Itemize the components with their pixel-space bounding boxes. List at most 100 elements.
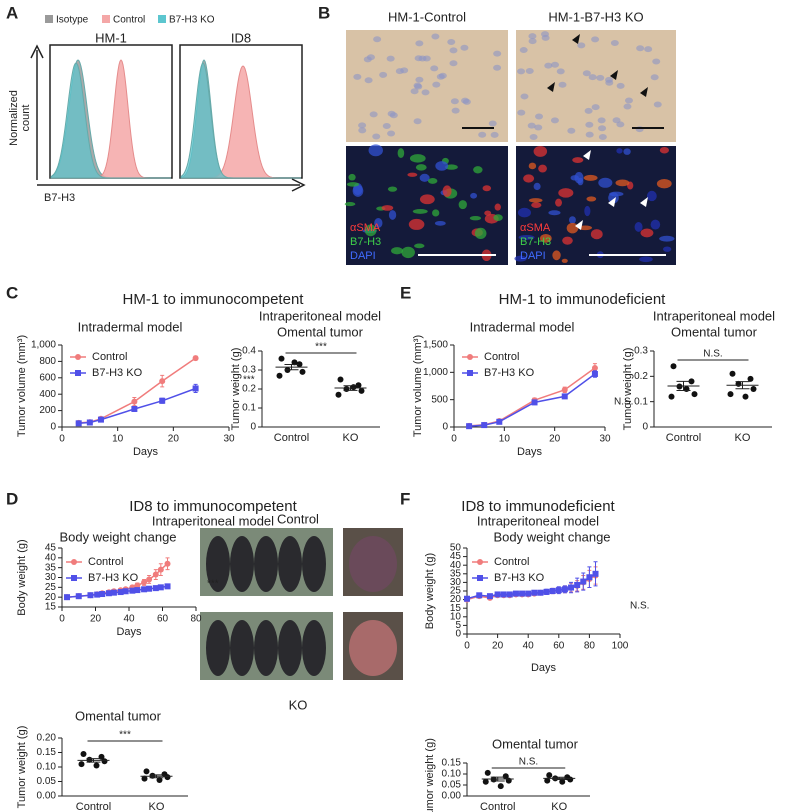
annotation: *** xyxy=(315,342,327,353)
x-tick-label: 40 xyxy=(123,614,135,625)
y-tick-label: 45 xyxy=(450,551,462,562)
data-point xyxy=(747,375,754,382)
marker xyxy=(543,588,550,595)
marker xyxy=(164,583,171,590)
legend-label: Control xyxy=(494,556,529,568)
stain xyxy=(623,148,631,155)
panel-subheader: Intraperitoneal model xyxy=(152,513,274,528)
sem-bar xyxy=(676,380,691,392)
panel-subheader: Intraperitoneal model xyxy=(477,513,599,528)
nucleus xyxy=(525,67,534,74)
marker xyxy=(531,589,538,596)
annotation: *** xyxy=(119,730,131,741)
nucleus xyxy=(493,64,502,71)
y-tick-label: 0.1 xyxy=(634,396,648,407)
marker xyxy=(537,589,544,596)
panel-header: HM-1 to immunocompetent xyxy=(123,291,305,308)
histogram xyxy=(180,62,301,179)
stain xyxy=(419,194,435,205)
y-tick-label: 30 xyxy=(450,577,462,588)
stain xyxy=(650,219,661,230)
data-point xyxy=(101,758,108,765)
marker xyxy=(146,576,153,583)
stain xyxy=(409,154,426,163)
stain-label: B7-H3 xyxy=(350,236,381,248)
data-point xyxy=(143,768,150,775)
stain xyxy=(533,182,541,191)
nucleus xyxy=(432,81,441,88)
stain xyxy=(397,148,405,159)
legend-marker xyxy=(477,575,483,581)
y-tick-label: 1,000 xyxy=(423,367,448,378)
y-tick-label: 0 xyxy=(50,422,56,433)
x-tick-label: 0 xyxy=(464,641,470,652)
marker xyxy=(481,422,488,429)
nucleus xyxy=(478,131,487,138)
panel-header: HM-1 to immunodeficient xyxy=(499,291,667,308)
marker xyxy=(580,578,587,585)
marker xyxy=(152,571,159,578)
y-tick-label: 25 xyxy=(450,586,462,597)
marker xyxy=(574,581,581,588)
mouse xyxy=(230,620,254,676)
micrographs: αSMA B7-H3 DAPI αSMA B7-H3 DAPI xyxy=(344,30,676,265)
marker xyxy=(494,591,501,598)
stain xyxy=(368,144,383,157)
stain xyxy=(646,190,657,202)
y-axis-label: Tumor weight (g) xyxy=(16,726,28,809)
nucleus xyxy=(520,93,529,100)
stain xyxy=(639,256,653,263)
nucleus xyxy=(558,81,567,88)
nucleus xyxy=(364,77,373,84)
x-tick-label: 0 xyxy=(451,434,457,445)
marker xyxy=(519,590,526,597)
marker xyxy=(129,587,136,594)
nucleus xyxy=(598,133,607,140)
stain xyxy=(574,172,584,184)
marker xyxy=(131,398,138,405)
mouse xyxy=(206,536,230,592)
y-tick-label: 0.20 xyxy=(37,733,57,744)
x-tick-label: 20 xyxy=(549,434,561,445)
x-tick-label: KO xyxy=(343,432,359,444)
nucleus xyxy=(577,42,586,49)
marker xyxy=(64,594,71,601)
legend-marker xyxy=(467,370,473,376)
marker xyxy=(117,589,124,596)
y-tick-label: 25 xyxy=(45,582,57,593)
nucleus xyxy=(415,76,424,83)
nucleus xyxy=(567,127,576,134)
x-tick-label: 20 xyxy=(492,641,504,652)
nucleus xyxy=(585,121,594,128)
y-tick-label: 20 xyxy=(450,594,462,605)
mouse xyxy=(302,620,326,676)
marker xyxy=(476,592,483,599)
stain xyxy=(374,218,383,228)
arrowhead xyxy=(640,87,648,97)
data-point xyxy=(93,762,100,769)
nucleus xyxy=(369,111,378,118)
stain xyxy=(442,185,452,197)
nucleus xyxy=(528,33,537,40)
y-tick-label: 0.00 xyxy=(442,791,462,802)
nucleus xyxy=(386,55,395,62)
panel-header: ID8 to immunocompetent xyxy=(129,498,297,515)
y-tick-label: 40 xyxy=(45,552,57,563)
x-tick-label: 10 xyxy=(499,434,511,445)
flow-title: HM-1 xyxy=(95,30,127,45)
marker xyxy=(500,591,507,598)
data-point xyxy=(505,777,512,784)
marker xyxy=(159,397,166,404)
y-axis-label: Tumor volume (mm³) xyxy=(412,335,424,437)
data-point xyxy=(683,386,690,392)
y-tick-label: 0.2 xyxy=(634,371,648,382)
stain xyxy=(561,258,568,263)
data-point xyxy=(149,772,156,779)
legend-label: B7-H3 KO xyxy=(88,572,139,584)
nucleus xyxy=(527,122,536,129)
data-point xyxy=(80,750,87,757)
chart-subtitle: Omental tumor xyxy=(277,324,364,339)
nucleus xyxy=(591,104,600,111)
photo-label: KO xyxy=(289,697,308,712)
nucleus xyxy=(461,97,470,104)
